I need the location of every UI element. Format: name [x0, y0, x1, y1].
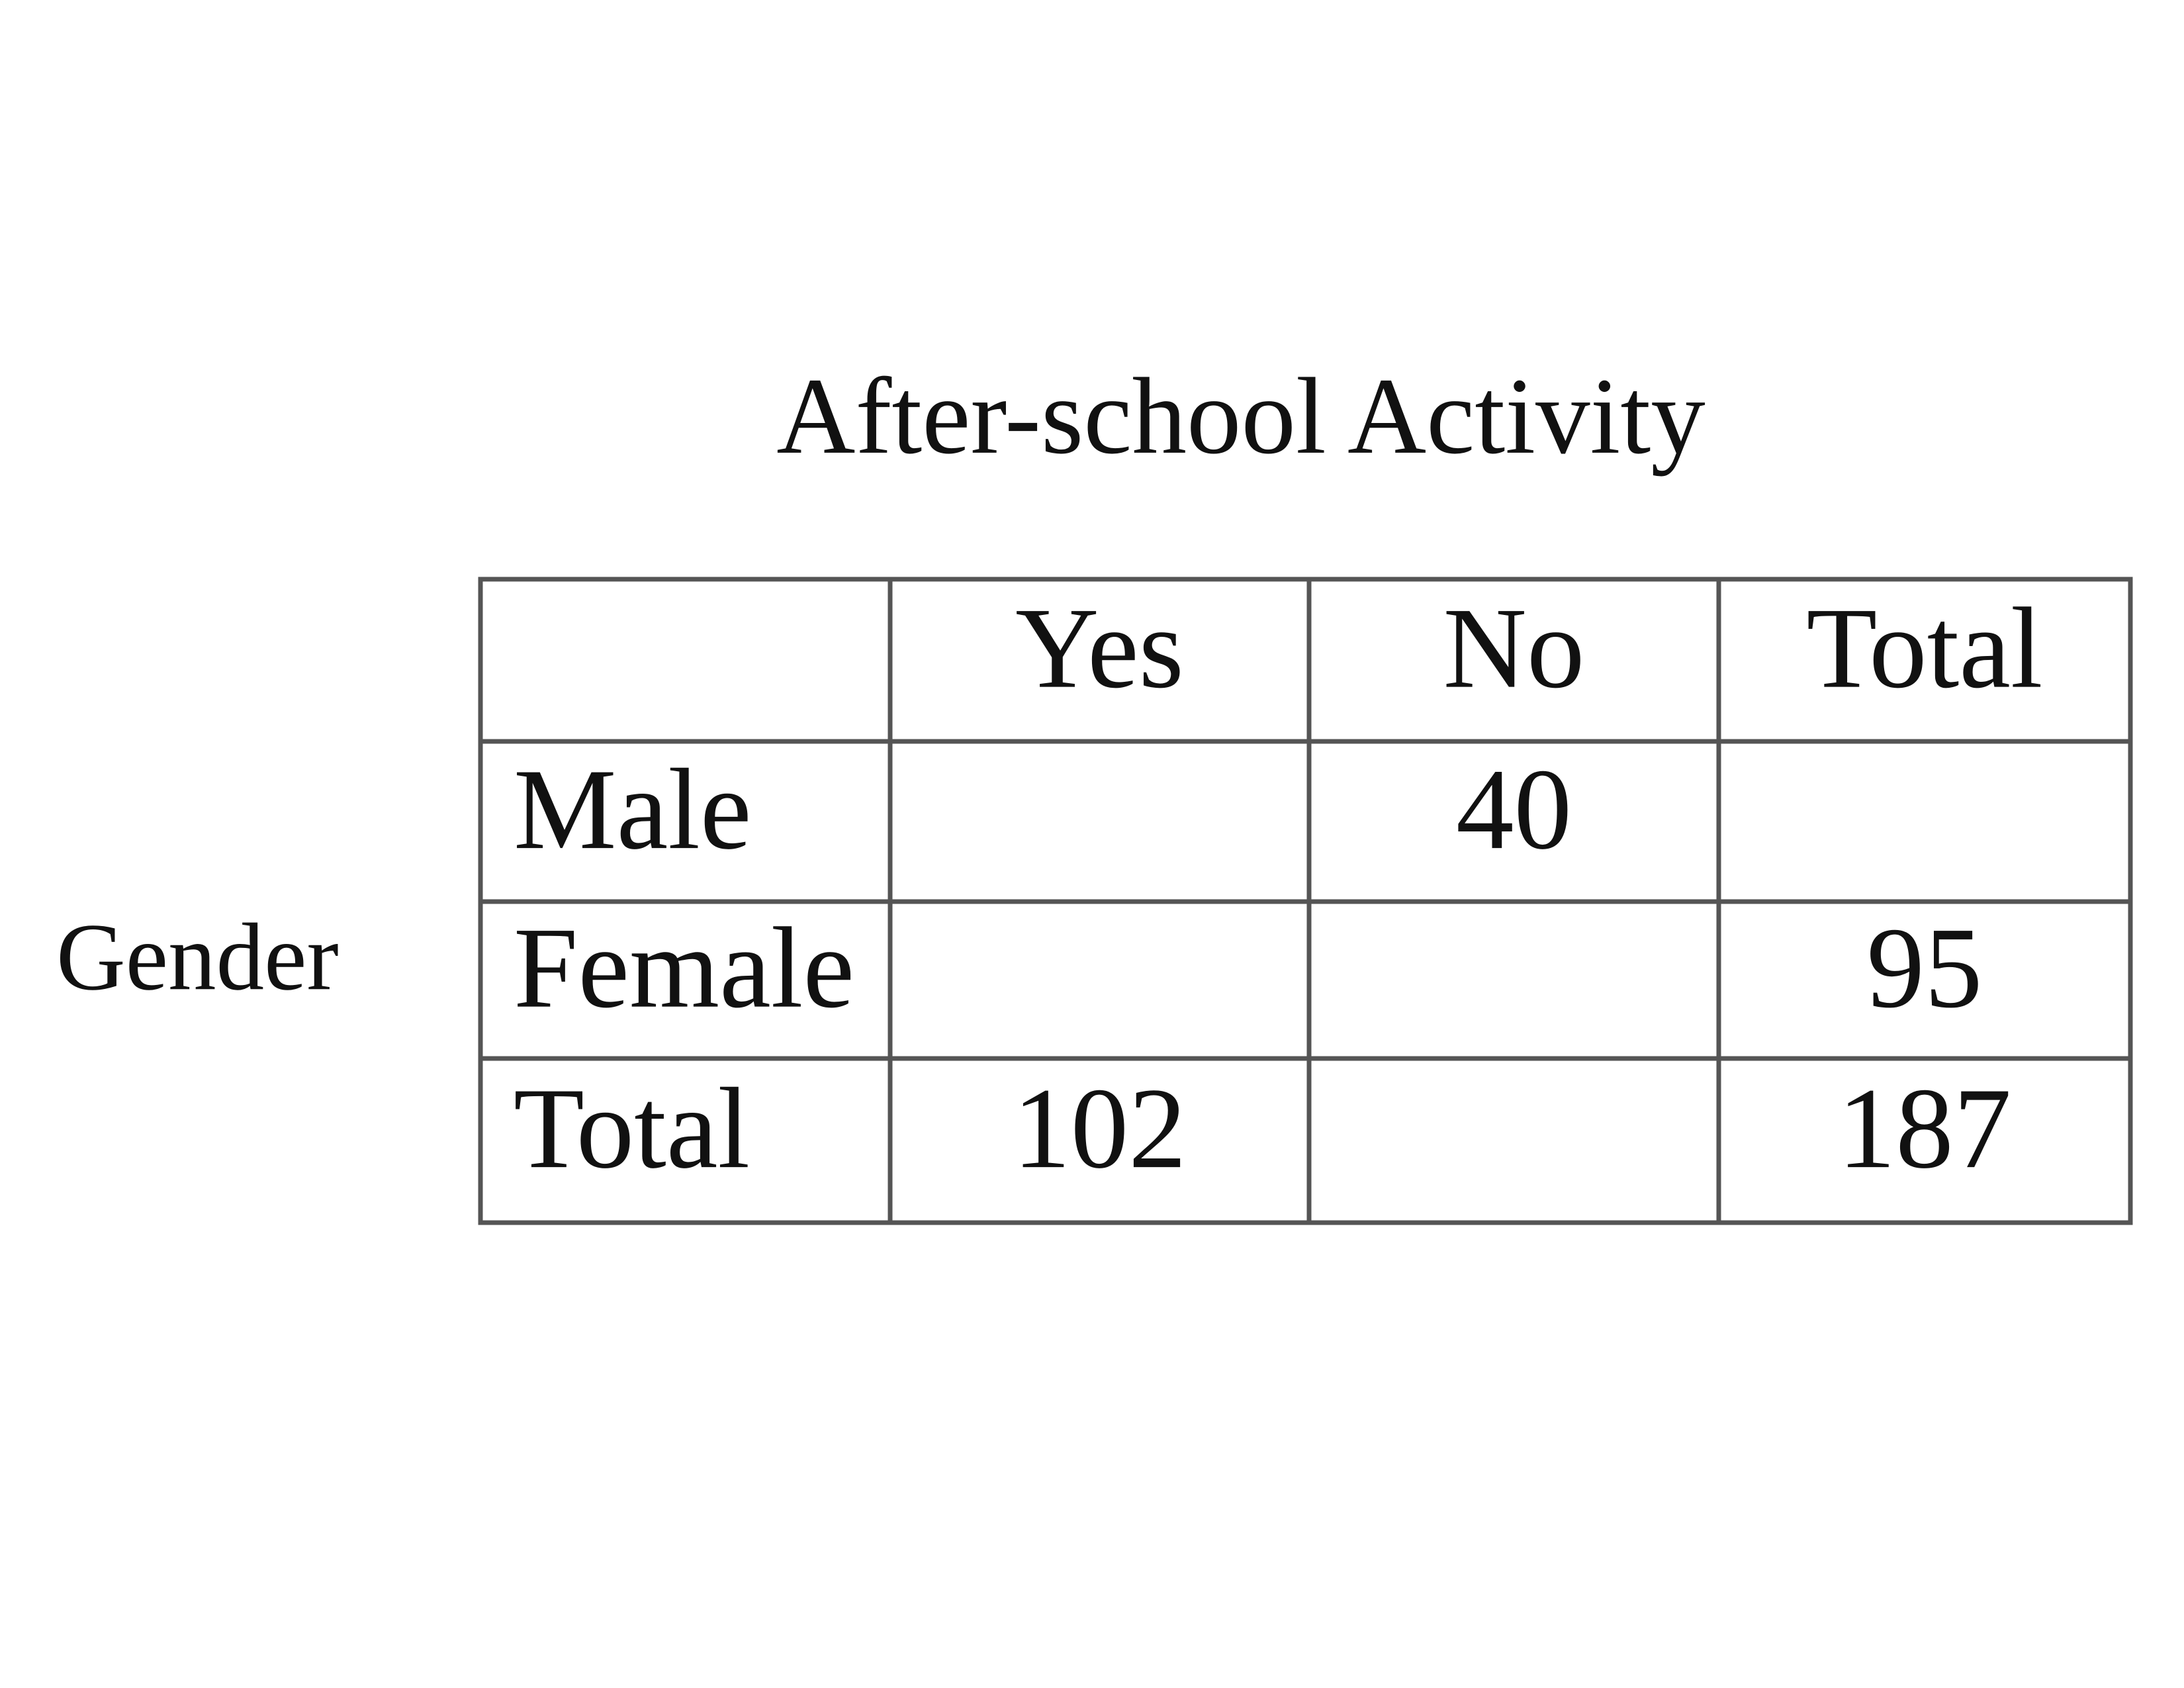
table-grid: [478, 577, 2133, 1225]
column-header: Total: [1806, 584, 2042, 712]
row-group-label: Gender: [56, 904, 339, 1010]
column-header: No: [1443, 584, 1585, 712]
row-header: Female: [514, 904, 854, 1032]
table-cell: 187: [1838, 1064, 2012, 1192]
table-cell: 102: [1013, 1064, 1187, 1192]
column-header: Yes: [1015, 584, 1184, 712]
table-cell: 95: [1867, 904, 1983, 1032]
table-title: After-school Activity: [776, 355, 1705, 477]
row-header: Male: [514, 745, 752, 873]
table-cell: 40: [1456, 745, 1572, 873]
row-header: Total: [514, 1064, 750, 1192]
